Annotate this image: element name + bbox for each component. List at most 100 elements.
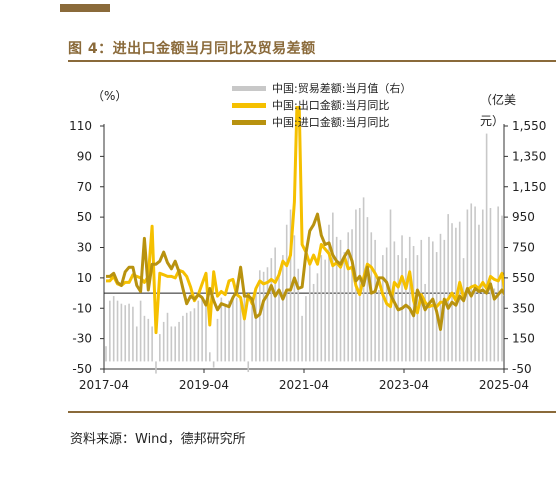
x-tick-label: 2025-04 — [479, 378, 529, 392]
left-tick-label: 30 — [77, 241, 92, 255]
left-tick-label: 50 — [77, 210, 92, 224]
balance-bar — [174, 326, 177, 362]
balance-bar — [305, 296, 307, 362]
balance-bar — [212, 361, 215, 368]
balance-bar — [220, 297, 223, 362]
balance-bar — [205, 306, 207, 362]
balance-bar — [343, 252, 346, 362]
balance-bar — [478, 224, 480, 362]
balance-bar — [358, 208, 361, 362]
x-tick-label: 2019-04 — [179, 378, 229, 392]
balance-bar — [128, 303, 130, 362]
figure-title: 图 4：进出口金额当月同比及贸易差额 — [68, 41, 316, 57]
balance-bar — [166, 312, 169, 362]
balance-bar — [339, 239, 342, 362]
right-tick-label: 950 — [512, 210, 535, 224]
balance-bar — [105, 346, 107, 362]
balance-bar — [351, 229, 353, 362]
balance-bar — [239, 297, 242, 362]
right-axis-label: （亿美 — [480, 92, 516, 107]
balance-bar — [474, 206, 476, 362]
balance-bar — [109, 300, 111, 362]
balance-bar — [197, 300, 200, 362]
right-tick-label: 1,150 — [512, 180, 546, 194]
balance-bar — [147, 318, 150, 362]
balance-bar — [274, 247, 276, 362]
balance-bar — [324, 259, 326, 362]
x-tick-label: 2017-04 — [79, 378, 129, 392]
balance-bar — [408, 236, 411, 362]
balance-bar — [332, 212, 334, 362]
balance-bar — [370, 232, 373, 362]
balance-bar — [116, 300, 119, 362]
balance-bar — [447, 214, 449, 362]
balance-bar — [497, 206, 499, 362]
balance-bar — [378, 290, 380, 362]
imports-line — [106, 212, 504, 331]
right-tick-label: 350 — [512, 301, 535, 315]
balance-bar — [209, 352, 211, 362]
balance-bar — [405, 258, 407, 362]
left-axis-label: （%） — [92, 89, 127, 103]
balance-bar — [424, 283, 426, 362]
balance-bar — [255, 291, 257, 362]
balance-bar — [481, 209, 484, 362]
right-tick-label: 1,550 — [512, 119, 546, 133]
legend-imports-swatch — [232, 120, 266, 125]
balance-bar — [282, 255, 284, 362]
balance-bar — [470, 203, 473, 362]
left-tick-label: -10 — [72, 301, 92, 315]
balance-bar — [139, 300, 142, 362]
balance-bar — [493, 288, 496, 362]
left-tick-label: -50 — [72, 362, 92, 376]
balance-bar — [251, 297, 253, 362]
balance-bar — [120, 303, 123, 362]
balance-bar — [297, 268, 300, 362]
bottom-divider — [68, 411, 556, 413]
legend-exports-label: 中国:出口金额:当月同比 — [272, 98, 389, 112]
title-divider — [68, 60, 556, 62]
balance-bar — [151, 326, 153, 362]
balance-bar — [232, 299, 234, 362]
legend-balance-swatch — [232, 86, 266, 91]
balance-bar — [382, 255, 384, 362]
left-tick-label: 10 — [77, 271, 92, 285]
balance-bar — [132, 306, 134, 362]
balance-bar — [170, 326, 173, 362]
balance-bar — [262, 271, 265, 362]
legend-exports-swatch — [232, 103, 266, 108]
balance-bar — [401, 235, 403, 362]
balance-bar — [247, 361, 250, 373]
balance-bar — [308, 264, 311, 362]
balance-bar — [320, 255, 323, 362]
left-tick-label: -30 — [72, 332, 92, 346]
header-decoration-bar — [60, 4, 110, 12]
balance-bar — [235, 297, 238, 362]
balance-bar — [135, 326, 138, 362]
balance-bar — [182, 315, 184, 362]
balance-bar — [185, 312, 188, 362]
left-tick-label: 70 — [77, 180, 92, 194]
right-tick-label: 150 — [512, 332, 535, 346]
balance-bar — [266, 267, 269, 362]
balance-bar — [224, 305, 226, 362]
balance-bar — [485, 133, 488, 362]
balance-bar — [301, 315, 303, 362]
balance-bar — [216, 318, 219, 362]
balance-bar — [328, 224, 330, 362]
right-tick-label: 750 — [512, 241, 535, 255]
right-tick-label: 1,350 — [512, 149, 546, 163]
right-tick-label: 550 — [512, 271, 535, 285]
balance-bar — [201, 297, 203, 362]
balance-bar — [374, 239, 376, 362]
balance-bar — [228, 300, 230, 362]
exports-line — [106, 106, 504, 335]
balance-bar — [162, 321, 165, 362]
balance-bar — [293, 235, 296, 362]
source-note: 资料来源：Wind，德邦研究所 — [70, 432, 246, 447]
balance-bar — [270, 258, 273, 362]
balance-bar — [243, 296, 246, 362]
balance-bar — [189, 311, 192, 362]
left-tick-label: 90 — [77, 149, 92, 163]
